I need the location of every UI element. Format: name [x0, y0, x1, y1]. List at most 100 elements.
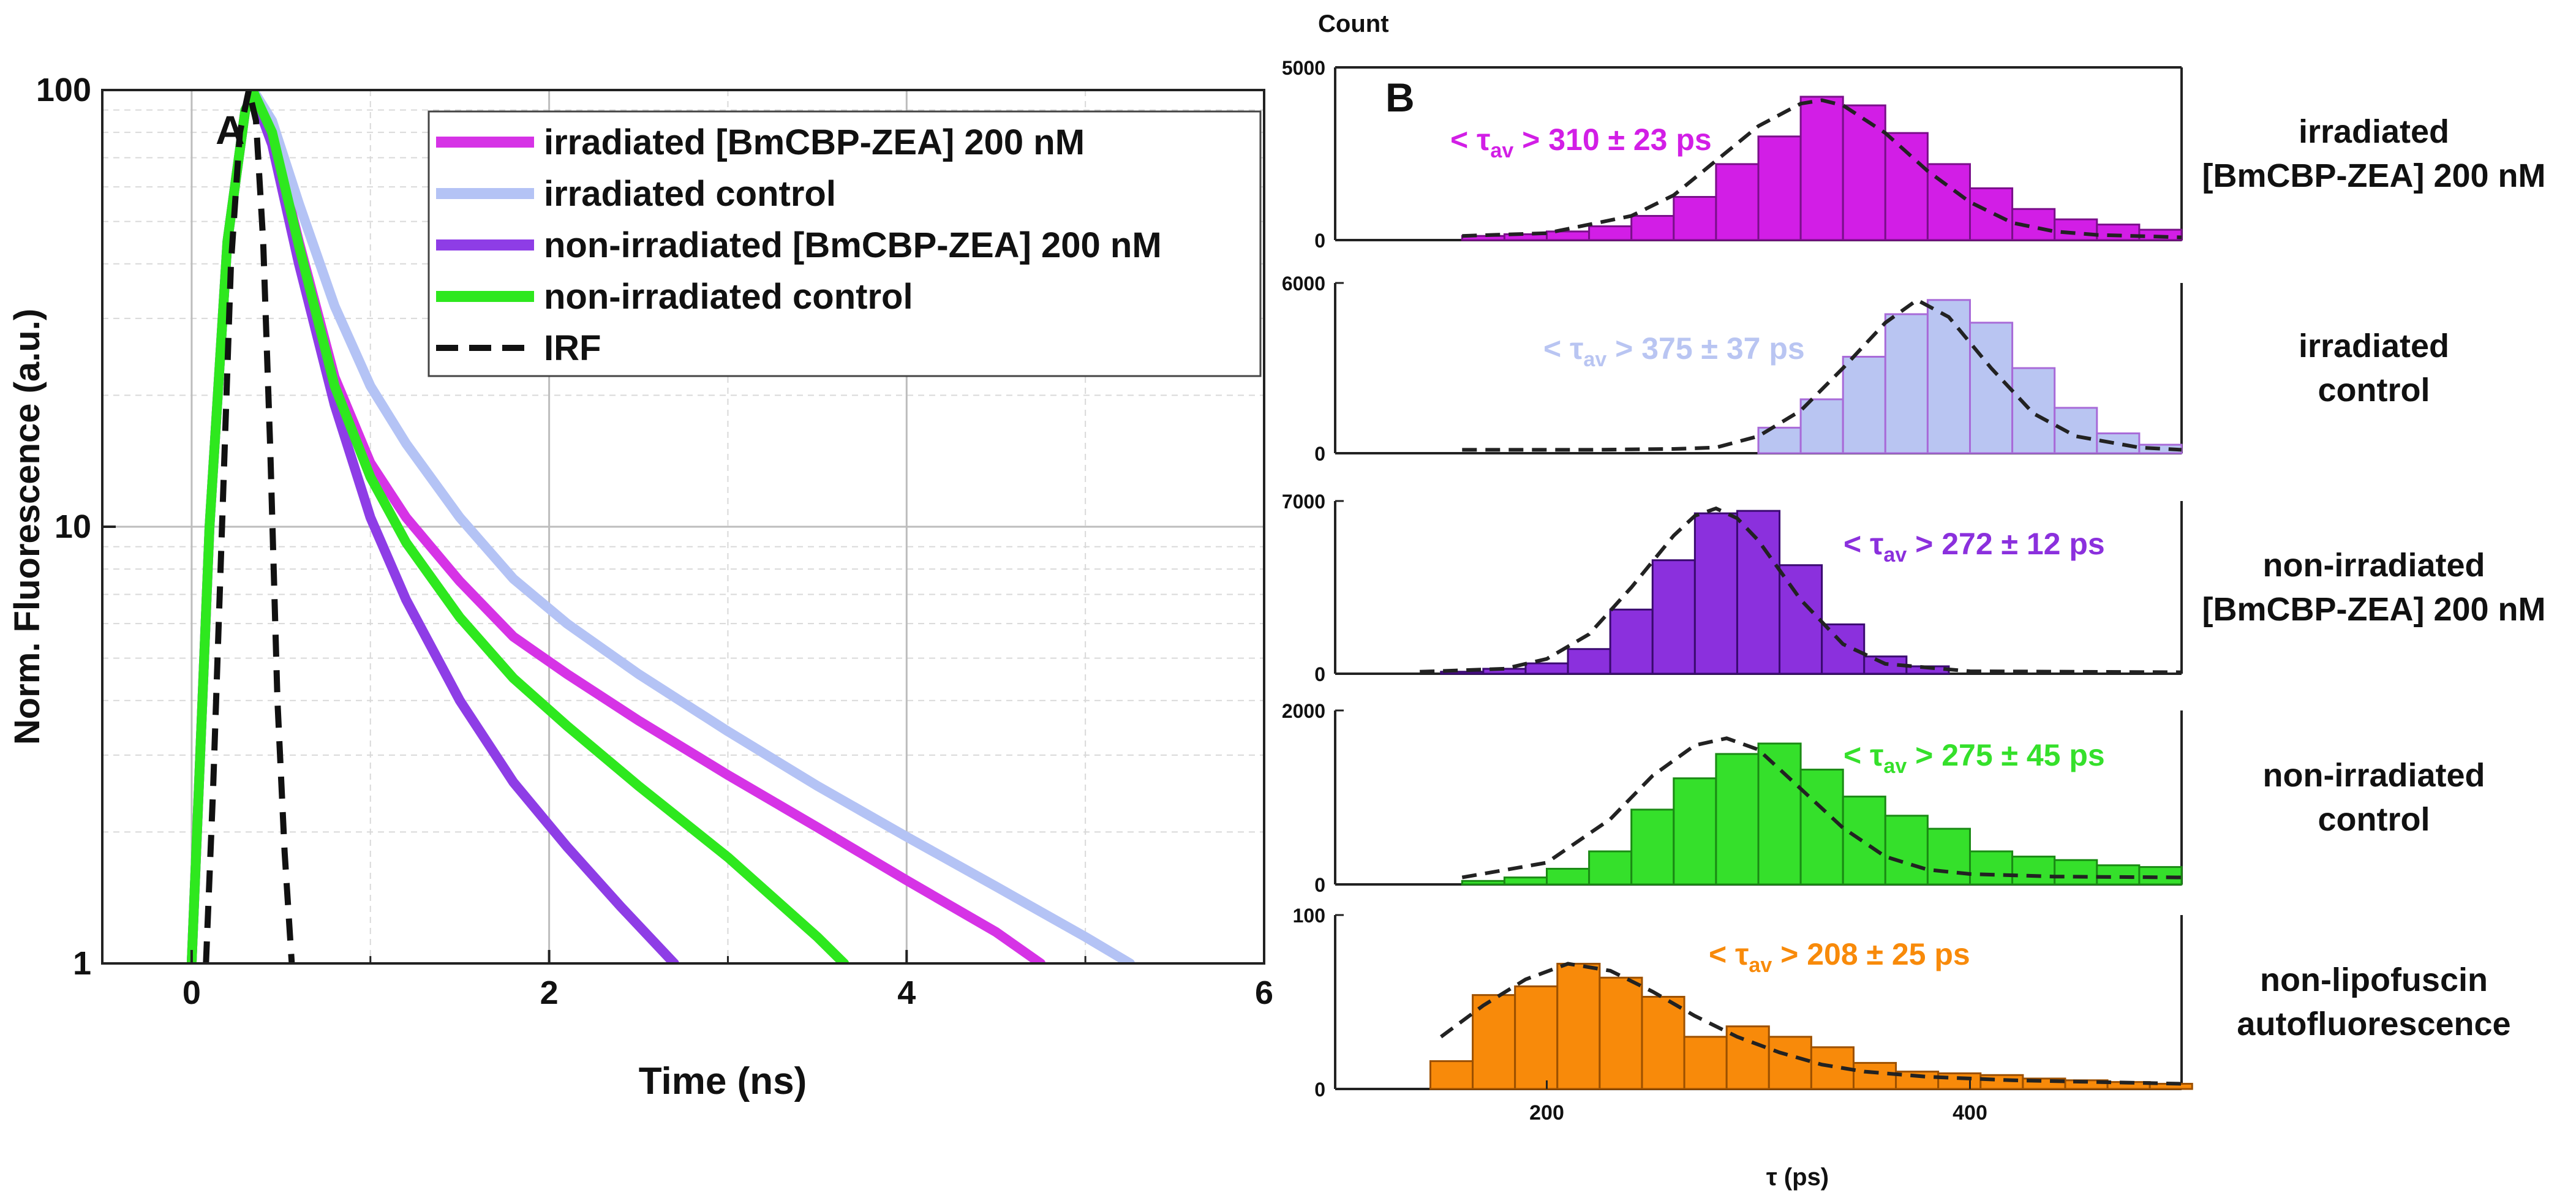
histogram-bar — [1651, 559, 1696, 675]
histogram-bar — [1556, 963, 1601, 1090]
histogram-bar — [1588, 225, 1633, 241]
histogram-bar — [1503, 876, 1548, 886]
histogram-subplot-5: 0 100 < τav > 208 ± 25 ps non-lipofuscin aut… — [1293, 905, 2511, 1101]
panel-a-x-axis-label: Time (ns) — [639, 1060, 807, 1102]
subplot-sample-label: irradiated — [2299, 113, 2449, 150]
average-lifetime-annotation: < τav > 208 ± 25 ps — [1709, 937, 1970, 977]
subplot-y-tick-label: 0 — [1314, 1079, 1325, 1101]
histogram-bar — [1673, 196, 1717, 241]
histogram-subplot-1: 0 5000 < τav > 310 ± 23 ps irradiated [BmCBP… — [1282, 57, 2546, 252]
histogram-bar — [1461, 880, 1505, 886]
histogram-bar — [1546, 867, 1591, 886]
annotation-value: > 375 ± 37 ps — [1606, 331, 1805, 366]
histogram-bar — [1842, 104, 1886, 241]
histogram-bar — [1609, 608, 1654, 675]
annotation-value: > 208 ± 25 ps — [1772, 937, 1970, 971]
panel-a-label: A — [216, 107, 245, 153]
histogram-subplot-2: 0 6000 < τav > 375 ± 37 ps irradiated contro… — [1282, 273, 2449, 465]
annotation-subscript: av — [1749, 954, 1772, 977]
annotation-value: > 310 ± 23 ps — [1513, 122, 1712, 157]
histogram-bar — [1546, 230, 1591, 241]
histogram-bar — [1757, 742, 1802, 886]
histogram-bar — [1884, 815, 1929, 886]
subplot-sample-label: irradiated — [2299, 328, 2449, 364]
histogram-bar — [1683, 1036, 1728, 1090]
histogram-bar — [1926, 299, 1971, 454]
histogram-bar — [1842, 355, 1886, 454]
subplot-sample-label: [BmCBP-ZEA] 200 nM — [2202, 157, 2545, 194]
histogram-bar — [1673, 777, 1717, 886]
histogram-bar — [2096, 864, 2141, 886]
annotation-subscript: av — [1883, 543, 1907, 567]
histogram-bar — [2096, 432, 2141, 454]
subplot-sample-label: non-irradiated — [2262, 757, 2485, 794]
histogram-bar — [1524, 662, 1569, 675]
subplot-sample-label: non-irradiated — [2262, 547, 2485, 584]
panel-b-y-axis-label: Count — [1318, 10, 1389, 37]
histogram-bar — [1514, 985, 1559, 1090]
histogram-bar — [2054, 407, 2098, 454]
panel-b-x-tick-label: 200 — [1529, 1101, 1564, 1125]
subplot-sample-label: [BmCBP-ZEA] 200 nM — [2202, 591, 2545, 628]
histogram-bar — [1779, 564, 1823, 675]
legend-label: irradiated [BmCBP-ZEA] 200 nM — [544, 122, 1085, 162]
histogram-bar — [1736, 510, 1781, 675]
histogram-bar — [1926, 163, 1971, 241]
panel-a-line-chart: 0 2 4 6 1 10 100 Time (ns) Norm. Fluorescence … — [7, 72, 1273, 1102]
histogram-bar — [1588, 850, 1633, 886]
annotation-prefix: < τ — [1843, 738, 1883, 772]
histogram-bar — [1969, 187, 2014, 241]
panel-a-x-tick-label: 2 — [540, 974, 559, 1011]
subplot-y-tick-label: 6000 — [1282, 273, 1325, 295]
average-lifetime-annotation: < τav > 275 ± 45 ps — [1843, 738, 2105, 778]
histogram-bar — [1799, 96, 1844, 241]
legend-label: non-irradiated [BmCBP-ZEA] 200 nM — [544, 225, 1162, 265]
panel-a-y-tick-label: 100 — [36, 72, 91, 108]
annotation-prefix: < τ — [1543, 331, 1583, 366]
legend-label: non-irradiated control — [544, 277, 913, 317]
legend-box — [427, 110, 1262, 377]
histogram-bar — [1472, 994, 1516, 1090]
subplot-sample-label: non-lipofuscin — [2260, 962, 2488, 998]
legend-label: IRF — [544, 328, 601, 368]
histogram-bar — [1715, 753, 1760, 886]
panel-b-x-tick-label: 400 — [1953, 1101, 1987, 1125]
histogram-bar — [1641, 995, 1685, 1090]
subplot-y-tick-label: 5000 — [1282, 57, 1325, 79]
subplot-y-tick-label: 0 — [1314, 663, 1325, 685]
histogram-bar — [1429, 1060, 1474, 1090]
histogram-bar — [1969, 322, 2014, 454]
annotation-prefix: < τ — [1450, 122, 1490, 157]
gaussian-fit-line — [1440, 962, 2182, 1086]
histogram-bar — [2011, 367, 2056, 454]
histogram-bar — [1842, 796, 1886, 886]
annotation-value: > 275 ± 45 ps — [1907, 738, 2105, 772]
histogram-bar — [1630, 808, 1675, 886]
panel-a-y-axis-label: Norm. Fluorescence (a.u.) — [7, 309, 47, 745]
histogram-bar — [2011, 856, 2056, 886]
subplot-y-tick-label: 0 — [1314, 230, 1325, 252]
annotation-prefix: < τ — [1843, 527, 1883, 561]
histogram-bar — [1926, 827, 1971, 886]
histogram-bar — [1567, 648, 1611, 675]
subplot-y-tick-label: 2000 — [1282, 700, 1325, 722]
histogram-bar — [1599, 976, 1643, 1090]
subplot-sample-label: autofluorescence — [2237, 1006, 2510, 1042]
annotation-value: > 272 ± 12 ps — [1907, 527, 2105, 561]
legend-label: irradiated control — [544, 174, 836, 214]
panel-a-y-tick-label: 1 — [73, 945, 91, 982]
histogram-bar — [1693, 512, 1738, 675]
histogram-bar — [1630, 215, 1675, 241]
subplot-sample-label: control — [2318, 372, 2430, 409]
average-lifetime-annotation: < τav > 375 ± 37 ps — [1543, 331, 1805, 371]
gaussian-fit-line — [1420, 506, 2182, 674]
histogram-bar — [1884, 313, 1929, 454]
series-line-4 — [203, 90, 295, 963]
panel-a-legend: irradiated [BmCBP-ZEA] 200 nM irradiated … — [427, 110, 1262, 377]
gaussian-fit-line — [1462, 298, 2182, 452]
panel-a-y-tick-label: 10 — [55, 508, 91, 545]
gaussian-fit-line — [1462, 98, 2182, 239]
histogram-bar — [1768, 1036, 1812, 1090]
